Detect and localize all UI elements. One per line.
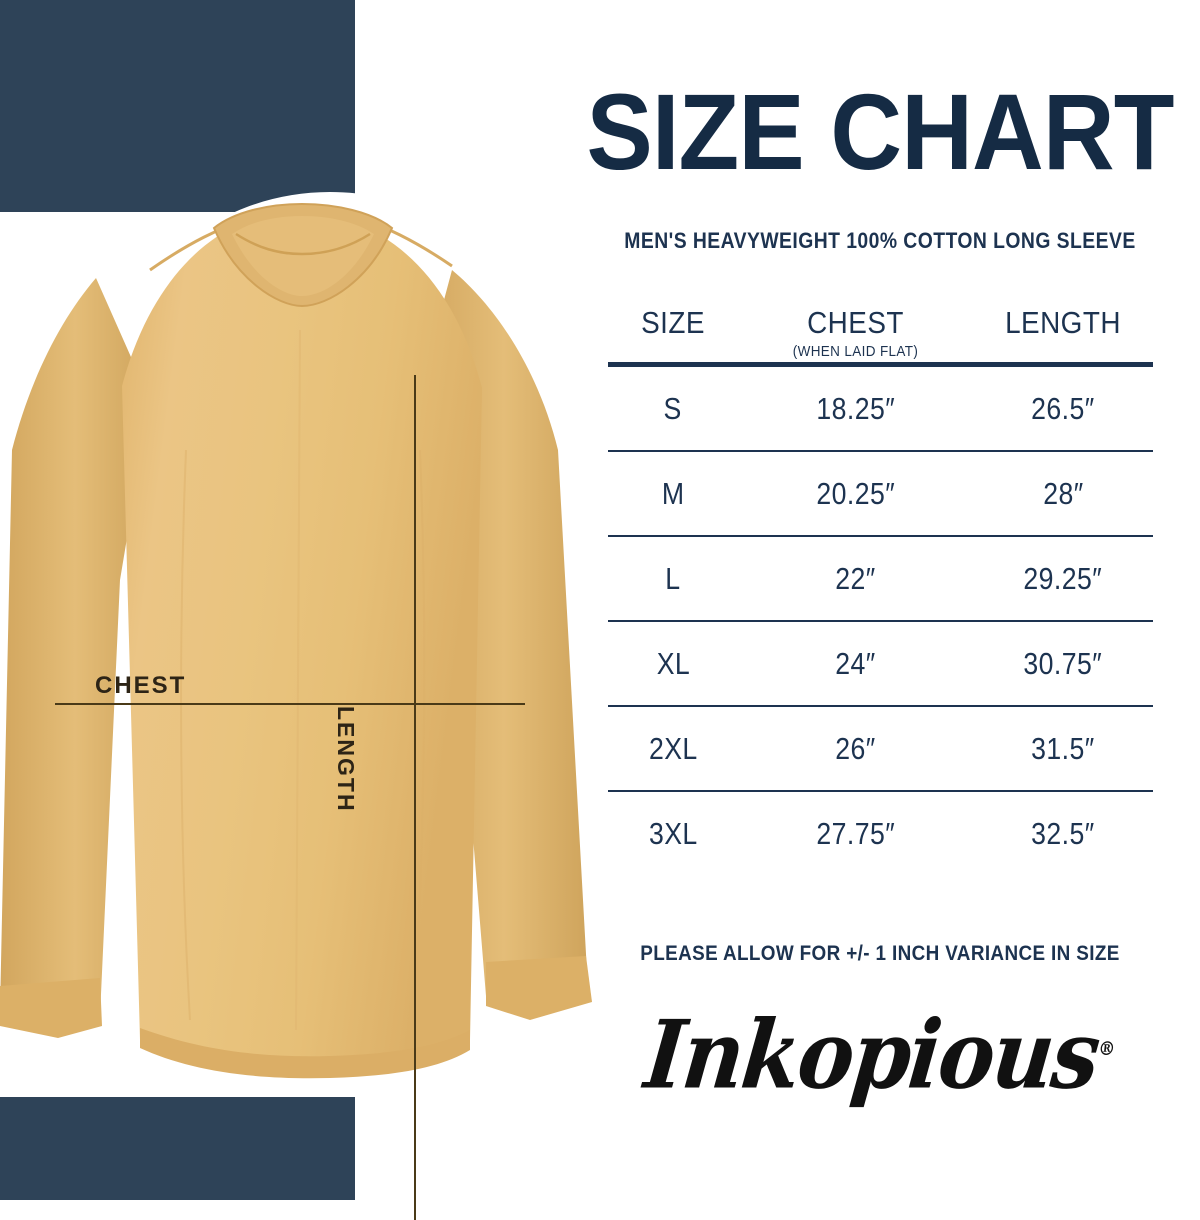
cell-length-value: 30.75″ <box>1023 645 1103 681</box>
shirt-fold-left <box>180 449 191 1021</box>
cell-size: 3XL <box>608 791 738 875</box>
shirt-neck-opening <box>232 216 374 296</box>
cell-size: S <box>608 365 738 452</box>
shirt-right-cuff <box>486 956 592 1020</box>
cell-chest-value: 20.25″ <box>816 475 895 511</box>
cell-length-value: 29.25″ <box>1023 560 1103 596</box>
shirt-fold-right <box>413 449 426 1021</box>
navy-accent-block-bottom-left <box>0 1097 355 1200</box>
brand-wordmark-text: Inkopious <box>639 999 1104 1110</box>
page-subtitle: MEN'S HEAVYWEIGHT 100% COTTON LONG SLEEV… <box>624 228 1136 253</box>
cell-length-value: 26.5″ <box>1031 390 1095 426</box>
long-sleeve-shirt-image <box>0 192 598 1080</box>
cell-length-value: 32.5″ <box>1031 815 1095 851</box>
cell-length: 29.25″ <box>973 536 1153 621</box>
cell-chest: 18.25″ <box>738 365 973 452</box>
cell-size-value: 2XL <box>648 730 698 766</box>
shirt-center-fold <box>295 329 301 1031</box>
chest-measure-label: CHEST <box>95 672 187 699</box>
cell-chest: 27.75″ <box>738 791 973 875</box>
cell-chest-value: 26″ <box>835 730 876 766</box>
cell-length-value: 31.5″ <box>1031 730 1095 766</box>
table-row: S 18.25″ 26.5″ <box>608 365 1153 452</box>
header-spacer <box>982 341 1144 360</box>
cell-chest-value: 24″ <box>835 645 876 681</box>
cell-length-value: 28″ <box>1042 475 1084 511</box>
brand-logo: Inkopious® <box>560 999 1200 1110</box>
cell-size: L <box>608 536 738 621</box>
table-row: M 20.25″ 28″ <box>608 451 1153 536</box>
cell-length: 31.5″ <box>973 706 1153 791</box>
page-title: SIZE CHART <box>586 71 1175 192</box>
cell-size-value: 3XL <box>648 815 698 851</box>
cell-length: 26.5″ <box>973 365 1153 452</box>
navy-accent-block-top-left <box>0 0 355 212</box>
table-row: 2XL 26″ 31.5″ <box>608 706 1153 791</box>
cell-size-value: S <box>663 390 683 426</box>
column-header-chest: CHEST (WHEN LAID FLAT) <box>750 305 962 365</box>
brand-wordmark: Inkopious® <box>640 999 1120 1110</box>
column-header-size: SIZE <box>615 305 732 365</box>
column-header-chest-sublabel: (WHEN LAID FLAT) <box>792 343 919 360</box>
size-table: SIZE CHEST (WHEN LAID FLAT) LENGTH S 18.… <box>608 305 1153 875</box>
length-measure-label: LENGTH <box>333 706 359 813</box>
shirt-body <box>122 216 482 1069</box>
garment-illustration: CHEST LENGTH <box>0 150 600 1220</box>
column-header-size-label: SIZE <box>641 305 705 340</box>
cell-chest: 20.25″ <box>738 451 973 536</box>
cell-length: 32.5″ <box>973 791 1153 875</box>
cell-size: 2XL <box>608 706 738 791</box>
table-row: L 22″ 29.25″ <box>608 536 1153 621</box>
table-row: 3XL 27.75″ 32.5″ <box>608 791 1153 875</box>
shirt-left-sleeve <box>0 278 150 1026</box>
column-header-chest-label: CHEST <box>807 305 904 340</box>
cell-size-value: M <box>661 475 685 511</box>
cell-chest: 26″ <box>738 706 973 791</box>
table-header-row: SIZE CHEST (WHEN LAID FLAT) LENGTH <box>608 305 1153 365</box>
cell-chest: 24″ <box>738 621 973 706</box>
size-chart-panel: SIZE CHART MEN'S HEAVYWEIGHT 100% COTTON… <box>560 0 1200 1200</box>
length-measure-line <box>414 375 416 1220</box>
cell-length: 28″ <box>973 451 1153 536</box>
cell-chest-value: 27.75″ <box>816 815 895 851</box>
cell-chest-value: 22″ <box>835 560 876 596</box>
cell-chest-value: 18.25″ <box>816 390 895 426</box>
chest-measure-line <box>55 703 525 705</box>
cell-size: M <box>608 451 738 536</box>
cell-size-value: XL <box>656 645 690 681</box>
size-table-head: SIZE CHEST (WHEN LAID FLAT) LENGTH <box>608 305 1153 365</box>
shirt-left-cuff <box>0 978 102 1038</box>
column-header-length-label: LENGTH <box>1005 305 1121 340</box>
variance-note: PLEASE ALLOW FOR +/- 1 INCH VARIANCE IN … <box>640 942 1120 965</box>
size-table-body: S 18.25″ 26.5″ M 20.25″ 28″ L 22″ 29.25″… <box>608 365 1153 876</box>
cell-size-value: L <box>665 560 681 596</box>
shirt-neck-tape <box>235 232 371 256</box>
cell-length: 30.75″ <box>973 621 1153 706</box>
column-header-length: LENGTH <box>982 305 1144 365</box>
shirt-hem <box>140 1028 470 1079</box>
header-spacer <box>615 341 732 360</box>
table-row: XL 24″ 30.75″ <box>608 621 1153 706</box>
cell-size: XL <box>608 621 738 706</box>
registered-trademark-icon: ® <box>1096 1038 1117 1061</box>
cell-chest: 22″ <box>738 536 973 621</box>
